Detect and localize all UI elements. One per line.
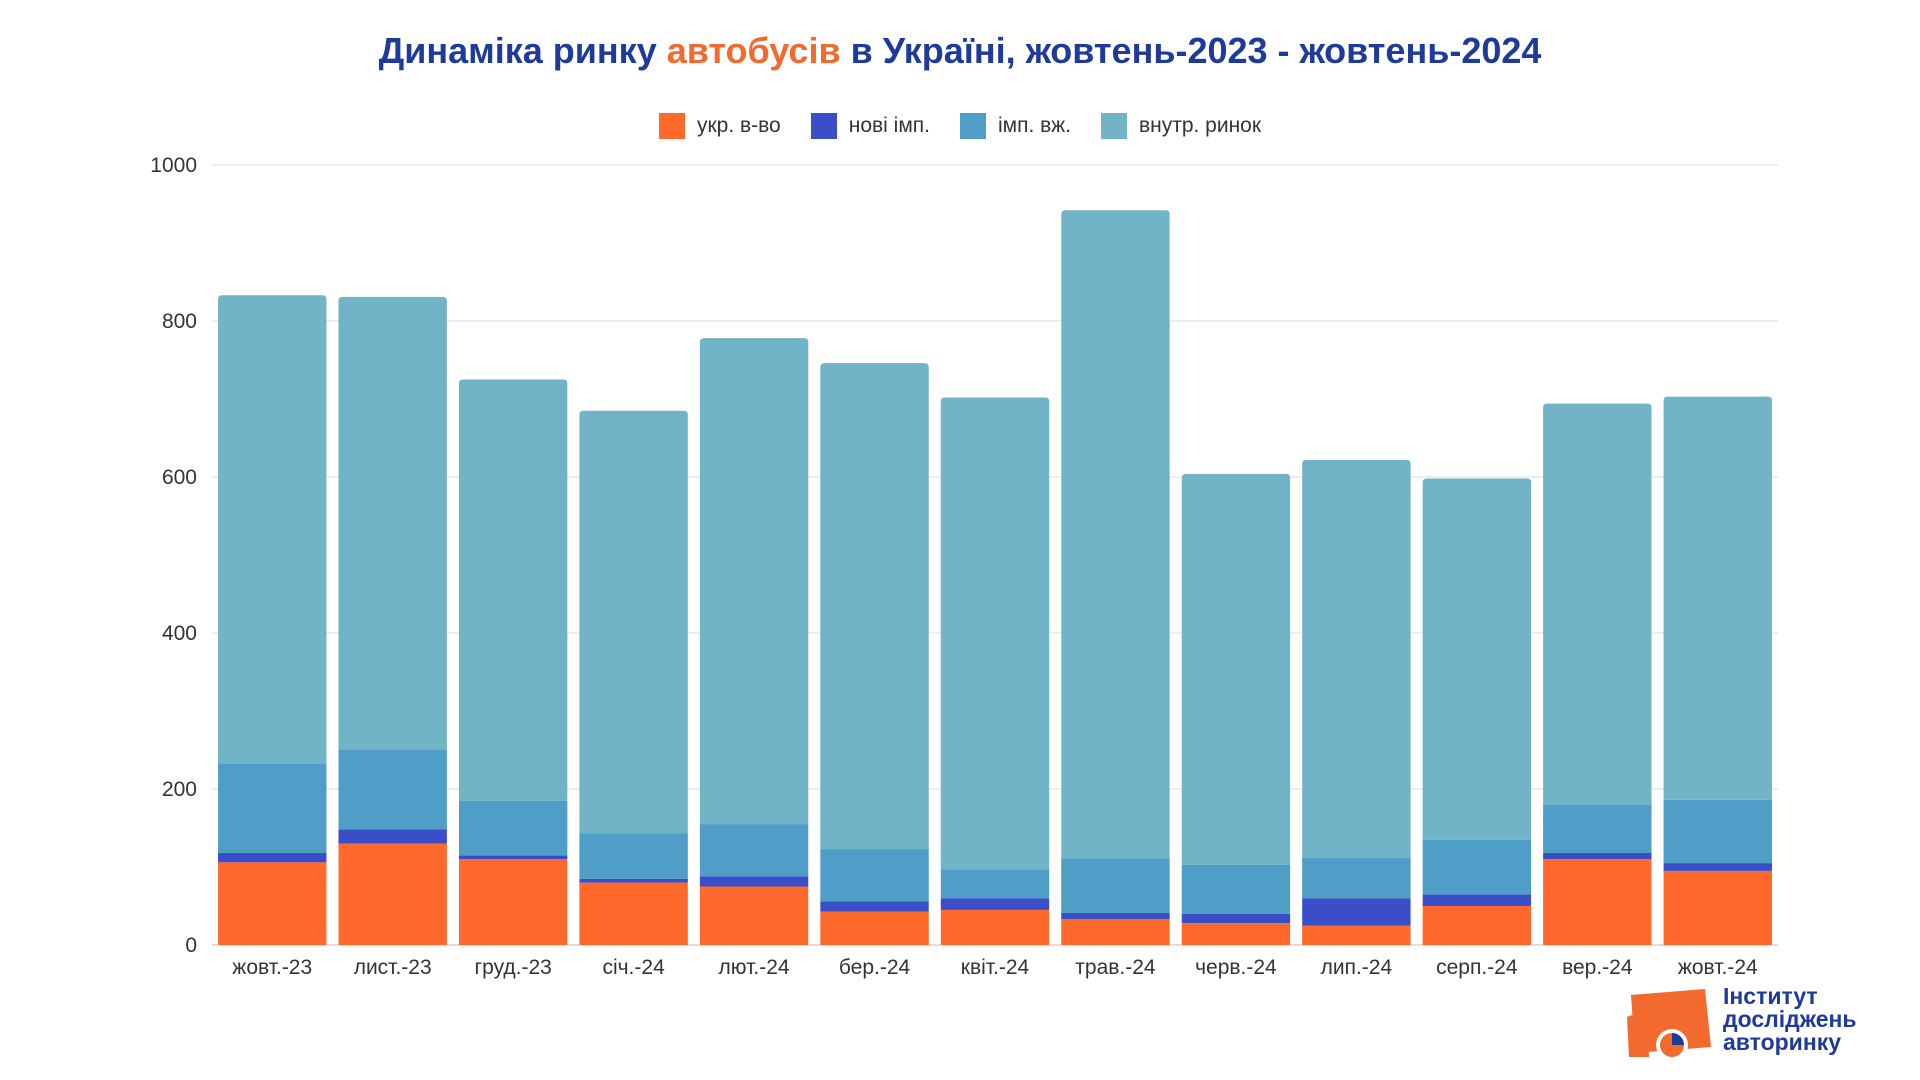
- bar-segment: [218, 852, 327, 863]
- bar-segment: [218, 763, 327, 853]
- bar-segment: [1181, 923, 1291, 945]
- x-tick-label: вер.-24: [1562, 956, 1633, 979]
- bar-segment: [1302, 898, 1411, 926]
- bar-segment: [699, 886, 809, 945]
- legend-swatch: [1100, 113, 1127, 139]
- legend-item: нові імп.: [810, 113, 930, 139]
- bar-segment: [1422, 894, 1532, 906]
- bar-segment: [1663, 396, 1772, 800]
- bar-segment: [1302, 857, 1411, 899]
- bar-segment: [579, 882, 688, 945]
- bar-segment: [458, 800, 568, 856]
- bar-segment: [458, 859, 568, 945]
- bar-segment: [820, 901, 929, 912]
- x-tick-label: груд.-23: [474, 956, 551, 979]
- bar-segment: [1663, 799, 1772, 864]
- legend-label: імп. вж.: [998, 114, 1071, 137]
- legend-item: імп. вж.: [960, 113, 1071, 139]
- bar-segment: [1543, 403, 1652, 805]
- legend-label: внутр. ринок: [1138, 114, 1262, 137]
- legend-swatch: [960, 113, 986, 139]
- bar-segment: [1061, 919, 1170, 945]
- bar-segment: [940, 869, 1050, 899]
- logo-line-1: Інститут: [1723, 983, 1818, 1009]
- bar-segment: [338, 829, 447, 844]
- legend-swatch: [810, 113, 837, 139]
- y-tick-label: 0: [185, 934, 197, 957]
- logo-text: Інститут досліджень авторинку: [1723, 985, 1857, 1054]
- y-tick-label: 1000: [150, 154, 197, 177]
- y-tick-label: 600: [162, 466, 197, 489]
- x-tick-label: жовт.-23: [232, 956, 312, 979]
- y-tick-label: 400: [162, 622, 197, 645]
- bar-segment: [218, 862, 327, 945]
- bar-segment: [820, 911, 929, 945]
- x-tick-label: трав.-24: [1075, 956, 1156, 979]
- title-part1: Динаміка ринку: [378, 30, 667, 71]
- logo-line-2: досліджень: [1723, 1006, 1857, 1032]
- legend-label: нові імп.: [848, 114, 930, 137]
- bar-segment: [1543, 804, 1652, 853]
- bar-segment: [1061, 913, 1170, 920]
- logo-emblem-icon: [1627, 989, 1711, 1059]
- bar-segment: [699, 824, 809, 877]
- x-tick-label: черв.-24: [1195, 956, 1277, 979]
- x-tick-label: серп.-24: [1436, 956, 1518, 979]
- y-tick-label: 800: [162, 310, 197, 333]
- chart-legend: укр. в-во нові імп. імп. вж. внутр. ринок: [0, 113, 1920, 139]
- y-tick-label: 200: [162, 778, 197, 801]
- bar-segment: [1181, 473, 1291, 865]
- institute-logo: Інститут досліджень авторинку: [1625, 985, 1895, 1060]
- bar-segment: [820, 849, 929, 902]
- bar-segment: [1181, 864, 1291, 914]
- x-tick-label: лист.-23: [354, 956, 432, 979]
- bar-segment: [940, 397, 1050, 870]
- bar-segment: [1302, 925, 1411, 945]
- bar-segment: [338, 749, 447, 830]
- bar-segment: [579, 410, 688, 834]
- bar-segment: [1543, 852, 1652, 860]
- bar-segment: [458, 379, 568, 801]
- x-tick-label: бер.-24: [839, 956, 911, 979]
- bar-segment: [1061, 210, 1170, 859]
- bar-segment: [1422, 906, 1532, 945]
- legend-item: укр. в-во: [658, 113, 781, 139]
- chart-title: Динаміка ринку автобусів в Україні, жовт…: [0, 30, 1920, 72]
- x-tick-label: жовт.-24: [1678, 956, 1758, 979]
- bar-segment: [218, 295, 327, 764]
- bar-segment: [699, 338, 809, 825]
- bar-segment: [579, 878, 688, 883]
- bar-segment: [940, 898, 1050, 910]
- legend-swatch: [658, 113, 685, 139]
- bar-segment: [1422, 478, 1532, 840]
- title-part2: в Україні, жовтень-2023 - жовтень-2024: [840, 30, 1542, 71]
- bar-segment: [1302, 459, 1411, 858]
- title-accent: автобусів: [666, 30, 841, 71]
- x-tick-label: січ.-24: [602, 956, 665, 979]
- bar-segment: [820, 363, 929, 850]
- bar-segment: [338, 296, 447, 750]
- bar-segment: [579, 833, 688, 879]
- legend-label: укр. в-во: [696, 114, 781, 137]
- bar-segment: [458, 855, 568, 860]
- bar-segment: [338, 843, 447, 945]
- bar-segment: [1422, 839, 1532, 895]
- bar-segment: [1663, 863, 1772, 871]
- x-tick-label: лип.-24: [1321, 956, 1393, 979]
- bar-segment: [1663, 870, 1772, 945]
- bar-segment: [1543, 859, 1652, 945]
- x-tick-label: лют.-24: [719, 956, 790, 979]
- x-tick-label: квіт.-24: [961, 956, 1030, 979]
- bar-segment: [940, 909, 1050, 945]
- bar-segment: [699, 876, 809, 887]
- legend-item: внутр. ринок: [1100, 113, 1262, 139]
- bar-segment: [1181, 913, 1291, 924]
- logo-line-3: авторинку: [1723, 1029, 1842, 1055]
- bar-segment: [1061, 858, 1170, 914]
